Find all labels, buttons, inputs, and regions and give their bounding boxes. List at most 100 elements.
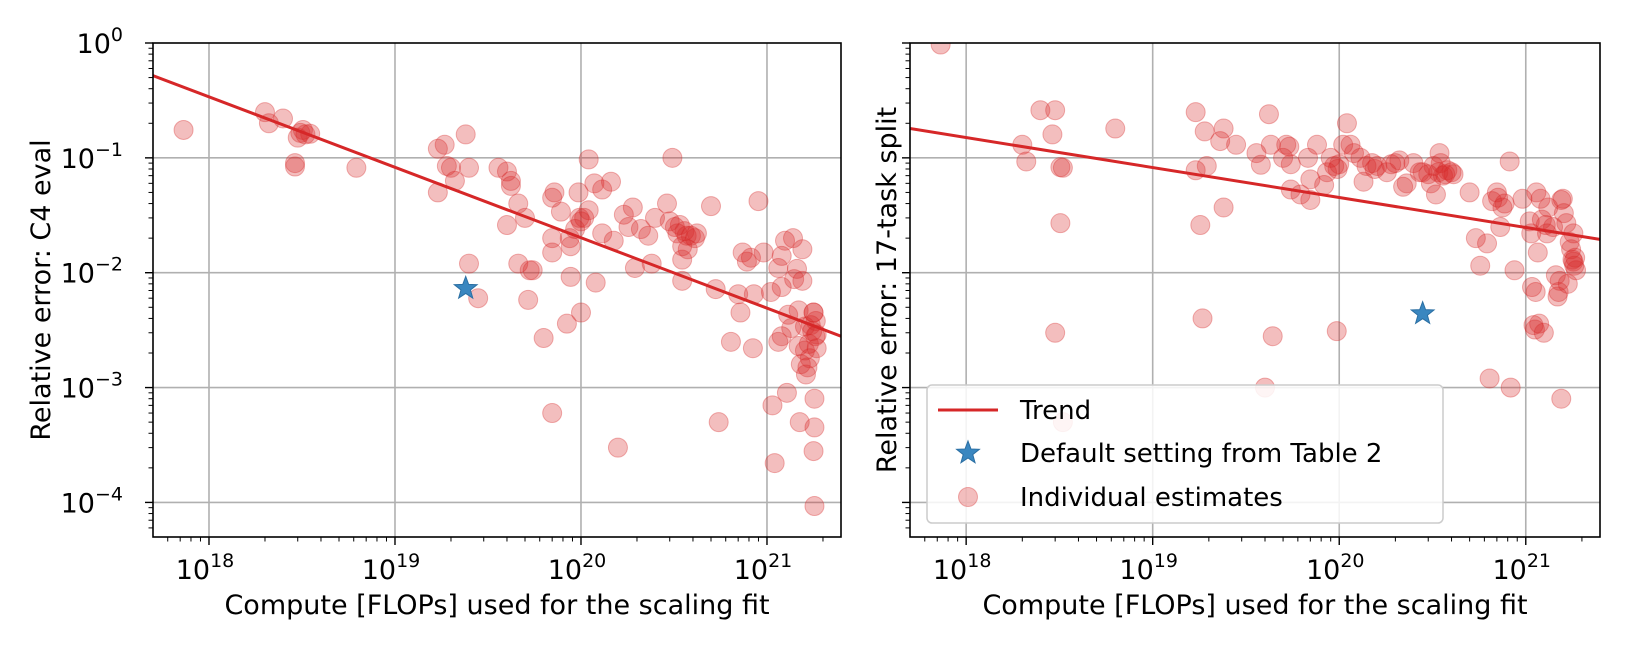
data-point <box>1548 281 1569 302</box>
data-point <box>674 221 695 242</box>
data-point <box>792 239 813 260</box>
data-point <box>1340 134 1361 155</box>
data-point <box>459 157 479 178</box>
data-point <box>790 354 811 375</box>
data-point <box>1190 215 1211 236</box>
data-point <box>764 453 785 474</box>
data-point <box>776 382 797 403</box>
x-tick-label: 1019 <box>362 550 421 586</box>
data-point <box>1430 153 1451 174</box>
data-point <box>748 191 769 212</box>
data-point <box>1329 154 1350 175</box>
data-point <box>1437 160 1458 181</box>
data-point <box>760 281 781 302</box>
data-point <box>496 161 517 182</box>
data-point <box>1465 228 1486 249</box>
data-point <box>672 236 693 257</box>
data-point <box>285 156 305 177</box>
data-point <box>1425 184 1446 205</box>
data-point <box>1409 162 1430 183</box>
data-point <box>797 357 818 378</box>
x-tick-label: 1020 <box>1306 550 1365 586</box>
data-point <box>436 155 457 176</box>
data-point <box>1381 154 1402 175</box>
y-tick-label: 10−3 <box>61 369 123 405</box>
data-point <box>775 230 796 251</box>
data-point <box>1564 255 1585 276</box>
data-point <box>1393 176 1414 197</box>
scatter-points <box>930 43 1587 433</box>
data-point <box>1470 255 1491 276</box>
data-point <box>1258 104 1279 125</box>
data-point <box>1052 157 1073 178</box>
data-point <box>1333 134 1354 155</box>
data-point <box>1317 162 1338 183</box>
data-point <box>1459 182 1480 203</box>
data-point <box>730 302 751 323</box>
data-point <box>1403 153 1424 174</box>
data-point <box>787 258 807 279</box>
data-point <box>459 253 479 274</box>
trend-line-path <box>910 127 1600 241</box>
default-setting-star <box>452 274 479 300</box>
data-point <box>1524 319 1545 340</box>
data-point <box>1547 286 1568 307</box>
data-point <box>1490 217 1511 238</box>
y-axis-label: Relative error: C4 eval <box>26 139 57 440</box>
data-point <box>568 182 589 203</box>
data-point <box>496 215 517 236</box>
data-point <box>601 171 621 192</box>
default-setting-marker <box>452 274 479 300</box>
panel-c4-eval: 1018 1019 1020 1021 100 10−1 10−2 10−3 10−4 Com… <box>26 24 842 621</box>
data-point <box>518 289 539 310</box>
x-ticks: 1018 1019 1020 1021 <box>167 537 824 586</box>
data-point <box>1551 388 1572 409</box>
panel-17-task-split: 1018 1019 1020 1021 Compute [FLOPs] used fo… <box>872 42 1601 621</box>
data-point <box>1300 169 1321 190</box>
data-point <box>1538 197 1559 218</box>
data-point <box>1435 164 1456 185</box>
data-point <box>618 217 639 238</box>
data-point <box>569 207 590 228</box>
data-point <box>1327 158 1348 179</box>
data-point <box>533 328 554 349</box>
y-tick-label: 100 <box>77 24 123 60</box>
data-point <box>732 242 753 263</box>
data-point <box>1364 158 1385 179</box>
data-point <box>560 236 581 257</box>
data-point <box>1344 143 1364 164</box>
data-point <box>1533 322 1554 343</box>
data-point <box>804 496 825 517</box>
data-point <box>560 266 581 287</box>
x-tick-label: 1021 <box>734 550 793 586</box>
data-point <box>1423 155 1444 176</box>
data-point <box>1488 187 1509 208</box>
data-point <box>630 219 651 240</box>
y-axis-label: Relative error: 17-task split <box>872 107 903 473</box>
data-point <box>1549 270 1570 291</box>
trend-line <box>153 74 841 338</box>
data-point <box>799 348 820 369</box>
data-point <box>427 138 448 159</box>
data-point <box>798 333 819 354</box>
data-point <box>667 223 688 244</box>
data-point <box>1565 247 1586 268</box>
legend-label-individual: Individual estimates <box>1020 483 1283 513</box>
data-point <box>1530 188 1551 209</box>
x-tick-label: 1021 <box>1492 550 1551 586</box>
data-point <box>771 326 792 347</box>
legend-label-trend: Trend <box>1019 396 1091 426</box>
data-point <box>680 225 701 246</box>
data-point <box>1210 131 1231 152</box>
legend-label-default: Default setting from Table 2 <box>1020 439 1382 469</box>
data-point <box>1192 308 1213 329</box>
legend-circle-swatch <box>958 487 978 507</box>
data-point <box>708 412 729 433</box>
data-point <box>1499 151 1520 172</box>
data-point <box>771 245 792 266</box>
data-point <box>1525 281 1546 302</box>
data-point <box>742 338 763 359</box>
data-point <box>1561 239 1582 260</box>
legend-star-swatch <box>955 439 981 464</box>
